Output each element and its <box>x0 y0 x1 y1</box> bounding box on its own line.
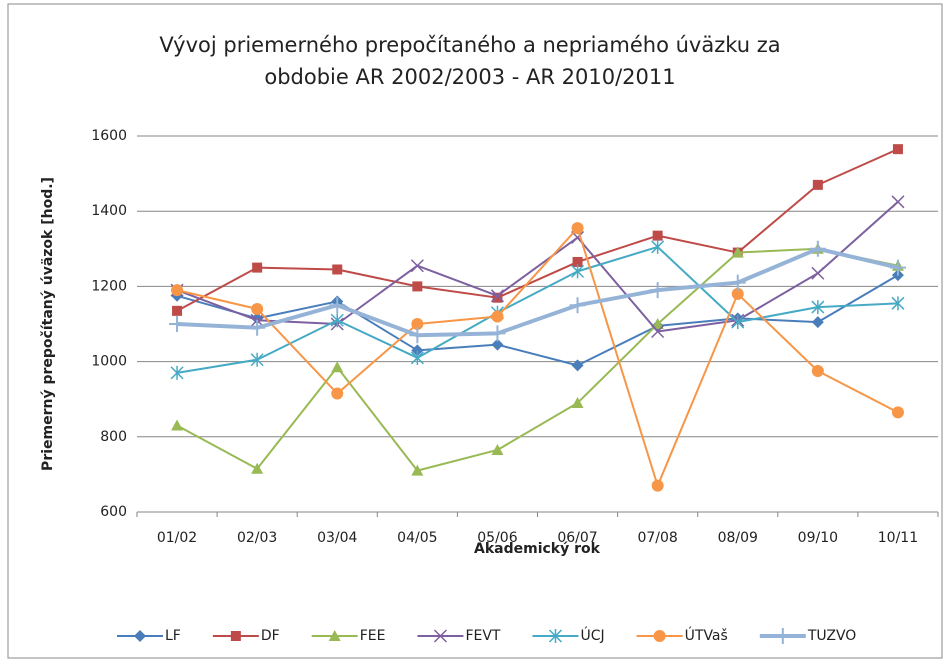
series-line <box>176 274 899 367</box>
legend-label: DF <box>261 628 280 644</box>
x-tick-label: 05/06 <box>477 530 517 546</box>
point <box>809 240 826 257</box>
point <box>731 287 744 300</box>
x-tick-label: 10/11 <box>878 530 918 546</box>
point <box>491 310 504 323</box>
y-tick-label: 1600 <box>91 128 127 144</box>
x-tick-label: 01/02 <box>157 530 197 546</box>
chart-title: obdobie AR 2002/2003 - AR 2010/2011 <box>264 65 675 89</box>
point <box>489 325 506 342</box>
point <box>409 327 426 344</box>
legend-marker <box>134 630 146 642</box>
legend-label: TUZVO <box>807 628 857 644</box>
point <box>411 344 424 357</box>
legend-marker <box>433 629 447 643</box>
point <box>811 316 824 329</box>
point <box>571 264 585 279</box>
point <box>572 256 583 267</box>
point <box>811 365 824 377</box>
point <box>250 352 264 367</box>
point <box>251 302 264 315</box>
x-tick-label: 02/03 <box>237 530 277 546</box>
series-line <box>176 245 898 374</box>
point <box>491 338 504 351</box>
x-tick-label: 09/10 <box>798 530 838 546</box>
series-line <box>176 246 899 338</box>
point <box>332 264 343 275</box>
point <box>252 262 263 273</box>
legend: LF DF FEE FEVT ÚCJ ÚTVaš TUZVO <box>117 626 856 644</box>
point <box>811 300 825 315</box>
point <box>329 297 346 314</box>
legend-label: FEVT <box>465 628 500 644</box>
y-tick-label: 600 <box>100 504 127 520</box>
chart-border <box>7 3 943 659</box>
point <box>891 195 905 209</box>
point <box>172 305 183 316</box>
point <box>651 324 665 339</box>
point <box>731 315 745 330</box>
point <box>411 318 424 330</box>
series-line <box>176 148 899 312</box>
legend-label: ÚCJ <box>580 626 604 644</box>
point <box>569 297 586 314</box>
x-axis-title: Akademický rok <box>474 541 601 557</box>
legend-marker <box>774 628 791 644</box>
point <box>571 222 584 235</box>
point <box>331 361 344 373</box>
x-tick-label: 06/07 <box>557 530 597 546</box>
x-tick-label: 08/09 <box>718 530 758 546</box>
y-tick-label: 1000 <box>91 354 127 370</box>
point <box>892 144 903 155</box>
legend-marker <box>328 630 341 641</box>
y-axis-title: Priemerný prepočítaný úväzok [hod.] <box>40 177 56 471</box>
point <box>571 359 584 372</box>
point <box>651 239 665 254</box>
point <box>490 289 504 303</box>
point <box>171 419 184 431</box>
point <box>652 230 663 241</box>
point <box>410 350 424 365</box>
legend-marker <box>230 631 241 641</box>
point <box>251 462 264 474</box>
point <box>889 259 906 276</box>
point <box>249 319 266 336</box>
point <box>410 259 424 273</box>
series-line <box>176 201 899 333</box>
legend-label: ÚTVaš <box>685 626 728 644</box>
y-tick-label: 1200 <box>91 278 127 294</box>
point <box>330 313 344 328</box>
x-tick-label: 04/05 <box>397 530 437 546</box>
series-line <box>176 247 899 472</box>
legend-label: FEE <box>360 628 386 644</box>
point <box>571 396 584 408</box>
legend-marker <box>653 630 666 642</box>
x-tick-label: 03/04 <box>317 530 357 546</box>
legend-label: LF <box>165 628 181 644</box>
point <box>651 479 664 492</box>
point <box>731 246 744 258</box>
legend-marker <box>548 629 563 643</box>
point <box>492 292 503 303</box>
point <box>729 274 746 291</box>
point <box>891 296 905 311</box>
point <box>491 443 504 455</box>
point <box>412 281 423 292</box>
point <box>170 365 184 380</box>
x-tick-label: 07/08 <box>637 530 677 546</box>
y-tick-label: 800 <box>100 429 127 445</box>
point <box>331 387 344 400</box>
point <box>891 406 904 419</box>
point <box>649 282 666 299</box>
series-line <box>176 227 899 487</box>
point <box>812 179 823 190</box>
y-tick-label: 1400 <box>91 203 127 219</box>
point <box>169 316 186 332</box>
point <box>171 284 184 297</box>
point <box>411 464 424 476</box>
point <box>651 318 664 329</box>
point <box>811 266 825 280</box>
chart-title: Vývoj priemerného prepočítaného a nepria… <box>159 33 780 57</box>
